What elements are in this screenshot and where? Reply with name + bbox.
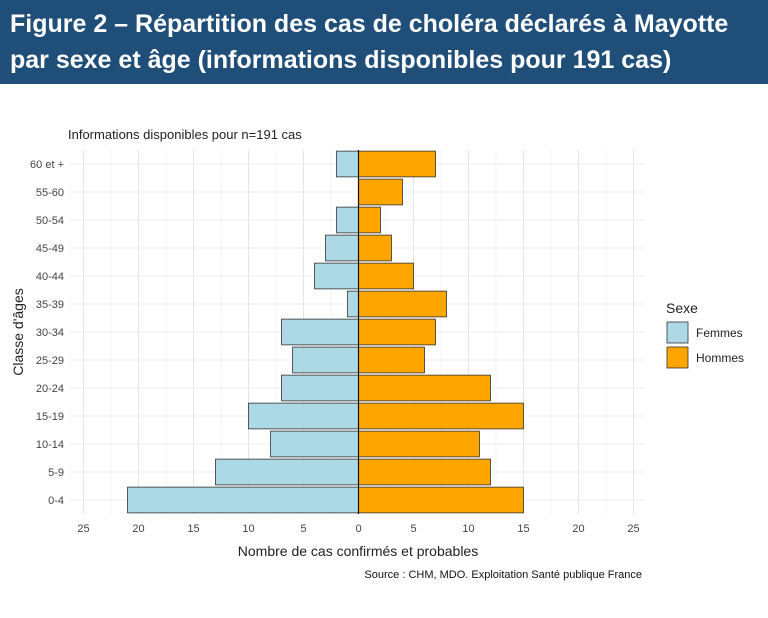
x-tick-label: 15 [517, 523, 529, 535]
bar-hommes-10-14 [358, 430, 480, 458]
x-tick-label: 20 [132, 523, 144, 535]
bar-hommes-60 et + [358, 150, 436, 178]
y-tick-label: 55-60 [36, 187, 64, 199]
y-tick-label: 10-14 [36, 439, 64, 451]
bar-hommes-5-9 [358, 458, 491, 486]
y-tick-label: 0-4 [48, 495, 64, 507]
bar-hommes-30-34 [358, 318, 436, 346]
bar-femmes-50-54 [336, 206, 359, 234]
x-axis-title: Nombre de cas confirmés et probables [238, 543, 478, 559]
figure-title: Figure 2 – Répartition des cas de cholér… [10, 10, 729, 74]
bar-hommes-55-60 [358, 178, 403, 206]
y-tick-labels: 0-4 5-9 10-14 15-19 20-24 25-29 30-34 35-39 40-4… [30, 159, 64, 507]
bar-hommes-35-39 [358, 290, 447, 318]
bar-hommes-15-19 [358, 402, 524, 430]
bar-hommes-0-4 [358, 486, 524, 514]
bar-femmes-5-9 [215, 458, 359, 486]
legend-swatch-hommes [666, 346, 689, 369]
x-tick-labels: 25 20 15 10 5 0 5 10 15 20 25 [77, 523, 639, 535]
legend-title: Sexe [666, 300, 698, 316]
y-tick-label: 40-44 [36, 271, 64, 283]
y-tick-label: 30-34 [36, 327, 64, 339]
x-tick-label: 5 [410, 523, 416, 535]
x-tick-label: 20 [572, 523, 584, 535]
x-tick-label: 25 [77, 523, 89, 535]
bar-hommes-20-24 [358, 374, 491, 402]
y-tick-label: 5-9 [48, 467, 64, 479]
bar-femmes-10-14 [270, 430, 359, 458]
source-note: Source : CHM, MDO. Exploitation Santé pu… [364, 569, 642, 581]
y-tick-label: 35-39 [36, 299, 64, 311]
bar-femmes-30-34 [281, 318, 359, 346]
bar-femmes-40-44 [314, 262, 359, 290]
legend-swatch-femmes [666, 321, 689, 344]
y-tick-label: 20-24 [36, 383, 64, 395]
bar-hommes-45-49 [358, 234, 392, 262]
y-tick-label: 60 et + [30, 159, 64, 171]
bar-hommes-50-54 [358, 206, 381, 234]
y-tick-label: 15-19 [36, 411, 64, 423]
x-tick-label: 5 [300, 523, 306, 535]
legend: Sexe Femmes Hommes [666, 300, 744, 369]
bar-femmes-15-19 [248, 402, 359, 430]
legend-label-femmes: Femmes [696, 326, 743, 340]
bar-hommes-40-44 [358, 262, 414, 290]
bar-femmes-60 et + [336, 150, 359, 178]
chart-subtitle: Informations disponibles pour n=191 cas [68, 127, 302, 142]
x-tick-label: 25 [627, 523, 639, 535]
bar-femmes-0-4 [127, 486, 359, 514]
bar-femmes-20-24 [281, 374, 359, 402]
y-axis-title: Classe d'âges [10, 288, 26, 376]
legend-label-hommes: Hommes [696, 351, 744, 365]
x-tick-label: 15 [187, 523, 199, 535]
bar-femmes-45-49 [325, 234, 359, 262]
bar-femmes-25-29 [292, 346, 359, 374]
title-banner: Figure 2 – Répartition des cas de cholér… [0, 0, 768, 84]
bar-hommes-25-29 [358, 346, 425, 374]
x-tick-label: 10 [462, 523, 474, 535]
bar-femmes-35-39 [347, 290, 359, 318]
x-tick-label: 0 [355, 523, 361, 535]
x-tick-label: 10 [242, 523, 254, 535]
bars-group [127, 150, 524, 514]
y-tick-label: 25-29 [36, 355, 64, 367]
y-tick-label: 45-49 [36, 243, 64, 255]
y-tick-label: 50-54 [36, 215, 64, 227]
